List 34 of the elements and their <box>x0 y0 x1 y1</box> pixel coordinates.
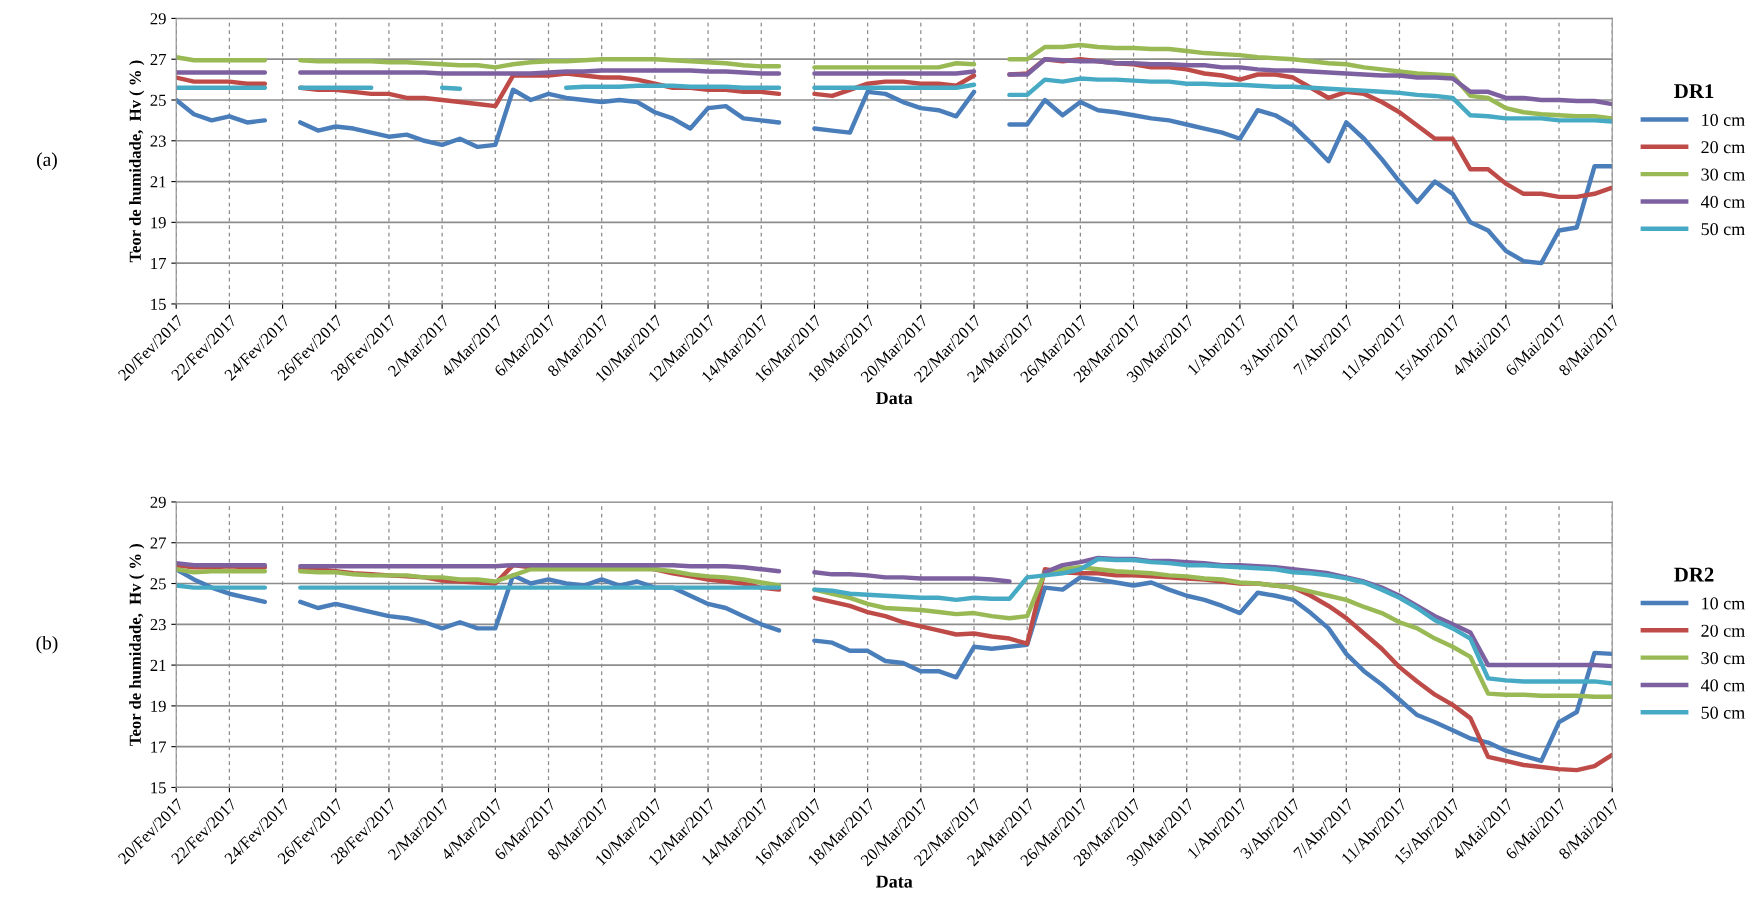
legend-label: 10 cm <box>1702 597 1745 610</box>
y-tick-label: 27 <box>150 537 166 549</box>
legend-label: 30 cm <box>1701 651 1745 665</box>
y-axis-title: Teor de humidade, Hv ( % ) <box>129 544 145 746</box>
y-tick-label: 17 <box>151 741 166 753</box>
legend-label: 10 cm <box>1702 113 1745 126</box>
legend-label: 20 cm <box>1701 624 1745 637</box>
y-tick-label: 23 <box>150 619 166 631</box>
y-tick-label: 17 <box>151 257 166 269</box>
legend-label: 40 cm <box>1700 679 1745 692</box>
x-axis-title: Data <box>875 875 913 888</box>
y-tick-label: 21 <box>150 176 166 188</box>
y-tick-label: 19 <box>151 217 166 229</box>
y-tick-label: 15 <box>151 782 166 794</box>
legend-label: 50 cm <box>1701 223 1745 236</box>
y-tick-label: 27 <box>150 53 166 65</box>
y-tick-label: 15 <box>151 298 166 310</box>
y-tick-label: 23 <box>150 135 166 147</box>
legend-label: 30 cm <box>1701 168 1745 181</box>
y-tick-label: 19 <box>151 700 166 712</box>
y-tick-label: 29 <box>150 13 166 25</box>
legend-title: DR2 <box>1674 567 1714 582</box>
y-tick-label: 29 <box>150 496 166 508</box>
y-tick-label: 25 <box>150 94 166 106</box>
y-axis-title: Teor de humidade, Hv ( % ) <box>129 60 145 263</box>
legend-label: 50 cm <box>1701 706 1745 719</box>
y-tick-label: 25 <box>150 578 166 590</box>
legend-title: DR1 <box>1674 84 1714 98</box>
legend-label: 40 cm <box>1700 195 1745 208</box>
text: (b) <box>36 635 58 654</box>
y-tick-label: 21 <box>150 659 166 671</box>
legend-label: 20 cm <box>1701 141 1745 154</box>
x-axis-title: Data <box>875 392 913 405</box>
text: (a) <box>37 152 57 170</box>
